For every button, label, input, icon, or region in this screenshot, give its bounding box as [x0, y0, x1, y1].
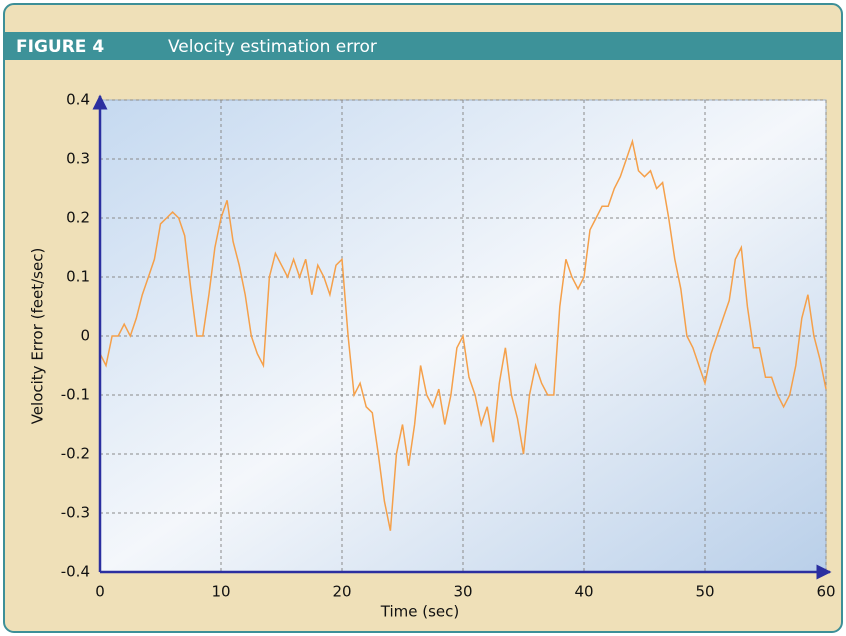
y-tick-label: -0.3: [61, 504, 90, 522]
y-tick-label: 0.3: [66, 150, 90, 168]
x-axis-label: Time (sec): [380, 603, 459, 621]
y-tick-label: -0.1: [61, 386, 90, 404]
x-tick-label: 20: [332, 583, 351, 601]
y-tick-label: 0.2: [66, 209, 90, 227]
y-tick-label: 0: [80, 327, 90, 345]
y-axis-label: Velocity Error (feet/sec): [29, 248, 47, 425]
chart-title: Velocity estimation error: [168, 37, 377, 57]
y-tick-label: 0.4: [66, 91, 90, 109]
x-tick-label: 50: [695, 583, 714, 601]
figure-label: FIGURE 4: [16, 37, 104, 57]
y-tick-label: -0.4: [61, 563, 90, 581]
x-tick-label: 0: [95, 583, 105, 601]
header-bar: [5, 32, 841, 60]
x-tick-label: 30: [453, 583, 472, 601]
x-tick-label: 40: [574, 583, 593, 601]
x-tick-label: 60: [816, 583, 835, 601]
x-tick-label: 10: [211, 583, 230, 601]
y-tick-label: -0.2: [61, 445, 90, 463]
data-line: [99, 138, 827, 531]
y-tick-label: 0.1: [66, 268, 90, 286]
